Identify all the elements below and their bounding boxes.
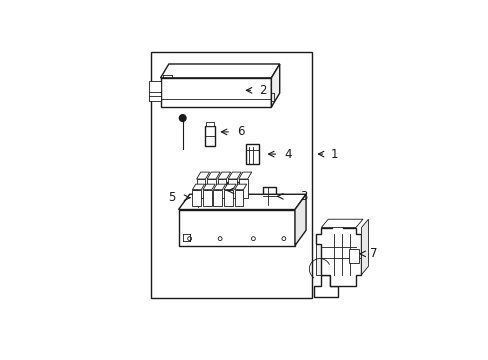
Polygon shape [315, 223, 361, 286]
Polygon shape [178, 210, 294, 246]
Bar [150, 51, 311, 298]
Circle shape [179, 115, 185, 121]
Polygon shape [348, 249, 358, 263]
Text: 6: 6 [236, 125, 244, 138]
Polygon shape [315, 234, 321, 275]
Polygon shape [238, 172, 251, 179]
Text: 7: 7 [369, 247, 377, 260]
Polygon shape [271, 64, 279, 107]
Polygon shape [204, 126, 215, 146]
Polygon shape [224, 184, 236, 190]
Polygon shape [149, 81, 160, 102]
Polygon shape [228, 172, 241, 179]
Polygon shape [361, 219, 367, 275]
Polygon shape [226, 182, 240, 200]
Polygon shape [203, 190, 211, 206]
Polygon shape [206, 122, 214, 126]
Text: 3: 3 [204, 184, 211, 197]
Polygon shape [217, 172, 230, 179]
Polygon shape [192, 184, 204, 190]
Polygon shape [207, 179, 216, 198]
Polygon shape [203, 184, 215, 190]
Polygon shape [160, 64, 279, 78]
Polygon shape [160, 78, 271, 107]
Polygon shape [234, 184, 246, 190]
Polygon shape [207, 172, 220, 179]
Polygon shape [234, 190, 243, 206]
Polygon shape [196, 172, 209, 179]
Polygon shape [217, 179, 226, 198]
Polygon shape [193, 189, 204, 207]
Text: 5: 5 [168, 191, 175, 204]
Text: 3: 3 [300, 190, 307, 203]
Polygon shape [314, 275, 337, 297]
Polygon shape [213, 184, 225, 190]
Polygon shape [246, 144, 259, 164]
Polygon shape [238, 179, 247, 198]
Polygon shape [178, 194, 305, 210]
Polygon shape [228, 179, 237, 198]
Polygon shape [213, 190, 222, 206]
Polygon shape [196, 179, 205, 198]
Text: 4: 4 [284, 148, 291, 161]
Polygon shape [263, 187, 276, 205]
Text: 2: 2 [259, 84, 266, 97]
Text: 1: 1 [330, 148, 338, 161]
Polygon shape [321, 219, 362, 228]
Polygon shape [224, 190, 232, 206]
Polygon shape [294, 194, 305, 246]
Polygon shape [192, 190, 201, 206]
